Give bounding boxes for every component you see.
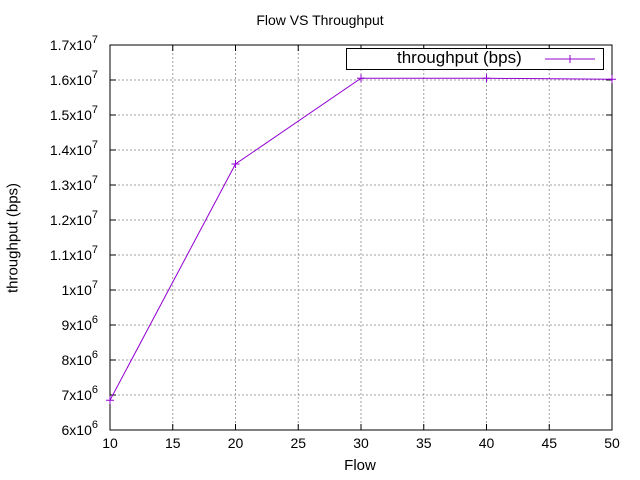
y-axis-label: throughput (bps) [4,182,22,294]
y-tick-label: 1.3x107 [50,174,98,193]
x-tick-label: 40 [479,435,495,451]
data-point-marker [357,74,365,83]
x-tick-label: 10 [102,435,118,451]
y-tick-label: 9x106 [62,314,98,333]
y-tick-label: 7x106 [62,384,98,403]
y-tick-label: 1.7x107 [50,34,98,53]
y-tick-label: 1.1x107 [50,244,98,263]
y-tick-label: 1x107 [62,279,98,298]
plot-frame [109,44,613,431]
x-tick-label: 15 [165,435,181,451]
y-tick-label: 1.6x107 [50,69,98,88]
x-tick-label: 30 [353,435,369,451]
legend: throughput (bps) [346,48,604,70]
data-point-marker [482,74,491,83]
y-tick-label: 6x106 [62,419,98,438]
legend-line-sample [545,55,595,63]
y-tick-label: 1.5x107 [50,104,98,123]
legend-label: throughput (bps) [397,48,522,67]
x-tick-label: 20 [228,435,244,451]
x-tick-label: 50 [604,435,620,451]
y-tick-label: 1.4x107 [50,139,98,158]
y-tick-label: 1.2x107 [50,209,98,228]
x-axis-label: Flow [344,457,376,474]
data-point-marker [608,75,616,84]
x-tick-label: 45 [541,435,557,451]
y-tick-label: 8x106 [62,349,98,368]
chart-title: Flow VS Throughput [256,12,384,28]
data-point-marker [231,160,240,168]
x-tick-label: 35 [416,435,432,451]
data-point-marker [106,396,114,405]
x-tick-label: 25 [290,435,306,451]
